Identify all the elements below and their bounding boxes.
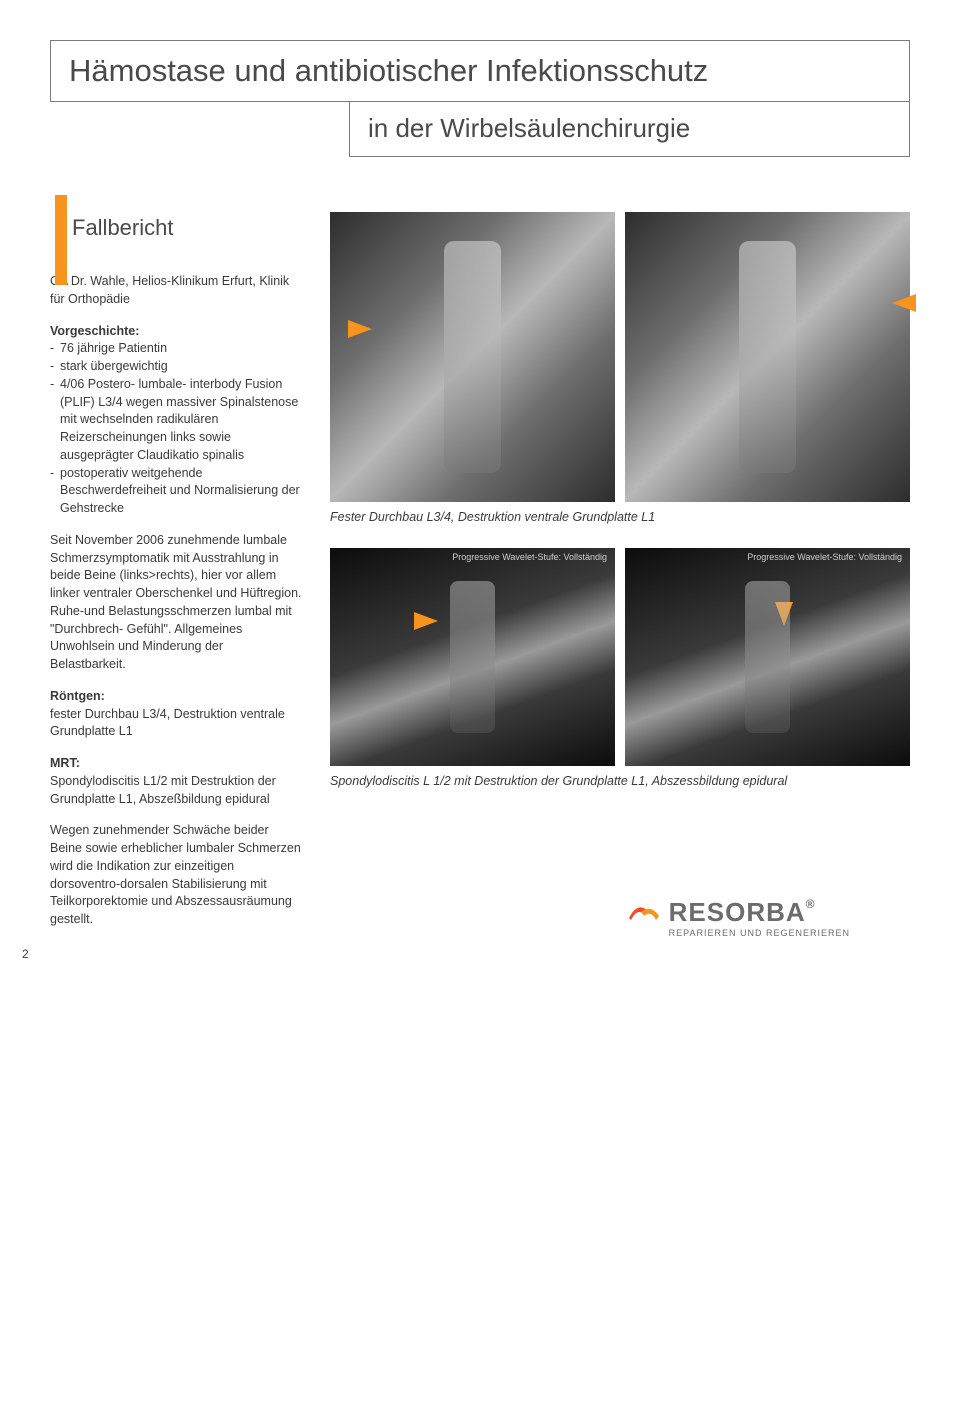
mri-overlay-label: Progressive Wavelet-Stufe: Vollständig — [452, 552, 607, 562]
mrt-heading: MRT: — [50, 755, 302, 773]
arrow-icon — [414, 612, 438, 630]
logo-name-text: RESORBA — [669, 897, 806, 927]
page-number: 2 — [22, 947, 29, 961]
case-label: Fallbericht — [72, 212, 302, 243]
list-text: 76 jährige Patientin — [60, 340, 302, 358]
roentgen-heading: Röntgen: — [50, 688, 302, 706]
list-text: postoperativ weitgehende Beschwerdefreih… — [60, 465, 302, 518]
list-item: -76 jährige Patientin — [50, 340, 302, 358]
mrt-block: MRT: Spondylodiscitis L1/2 mit Destrukti… — [50, 755, 302, 808]
title-box: Hämostase und antibiotischer Infektionss… — [50, 40, 910, 102]
mri-row: Progressive Wavelet-Stufe: Vollständig P… — [330, 548, 910, 766]
list-text: stark übergewichtig — [60, 358, 302, 376]
title-block: Hämostase und antibiotischer Infektionss… — [50, 40, 910, 157]
logo-tagline: REPARIEREN UND REGENERIEREN — [669, 928, 850, 938]
subtitle-row: in der Wirbelsäulenchirurgie — [50, 101, 910, 157]
logo-block: RESORBA® REPARIEREN UND REGENERIEREN — [627, 897, 850, 938]
dash-icon: - — [50, 465, 60, 518]
dash-icon: - — [50, 340, 60, 358]
since-nov-paragraph: Seit November 2006 zunehmende lumbale Sc… — [50, 532, 302, 674]
logo-name: RESORBA® — [669, 897, 816, 928]
subtitle-box: in der Wirbelsäulenchirurgie — [350, 101, 910, 157]
dash-icon: - — [50, 358, 60, 376]
xray-caption: Fester Durchbau L3/4, Destruktion ventra… — [330, 510, 910, 524]
vorgeschichte-list: -76 jährige Patientin -stark übergewicht… — [50, 340, 302, 518]
dash-icon: - — [50, 376, 60, 465]
mri-caption: Spondylodiscitis L 1/2 mit Destruktion d… — [330, 774, 910, 788]
roentgen-text: fester Durchbau L3/4, Destruktion ventra… — [50, 706, 302, 742]
arrow-down-icon — [775, 602, 793, 626]
mri-axial-image: Progressive Wavelet-Stufe: Vollständig — [625, 548, 910, 766]
mri-sagittal-image: Progressive Wavelet-Stufe: Vollständig — [330, 548, 615, 766]
list-item: -4/06 Postero- lumbale- interbody Fusion… — [50, 376, 302, 465]
xray-ap-image — [625, 212, 910, 502]
vorgeschichte-heading: Vorgeschichte: — [50, 323, 302, 341]
list-item: -stark übergewichtig — [50, 358, 302, 376]
resorba-logo-icon — [627, 898, 661, 926]
left-column: Fallbericht OA Dr. Wahle, Helios-Kliniku… — [50, 212, 302, 943]
logo-registered: ® — [806, 897, 816, 911]
roentgen-block: Röntgen: fester Durchbau L3/4, Destrukti… — [50, 688, 302, 741]
logo-row: RESORBA® — [627, 897, 850, 928]
list-item: -postoperativ weitgehende Beschwerdefrei… — [50, 465, 302, 518]
mrt-text: Spondylodiscitis L1/2 mit Destruktion de… — [50, 773, 302, 809]
subtitle-spacer — [50, 101, 350, 157]
indication-paragraph: Wegen zunehmender Schwäche beider Beine … — [50, 822, 302, 929]
arrow-icon — [348, 320, 372, 338]
author-line: OA Dr. Wahle, Helios-Klinikum Erfurt, Kl… — [50, 273, 302, 309]
accent-bar — [55, 195, 67, 285]
xray-lateral-image — [330, 212, 615, 502]
vorgeschichte-block: Vorgeschichte: -76 jährige Patientin -st… — [50, 323, 302, 518]
xray-row — [330, 212, 910, 502]
arrow-icon — [892, 294, 916, 312]
page: Hämostase und antibiotischer Infektionss… — [0, 0, 960, 983]
page-title: Hämostase und antibiotischer Infektionss… — [69, 53, 891, 89]
mri-overlay-label: Progressive Wavelet-Stufe: Vollständig — [747, 552, 902, 562]
page-subtitle: in der Wirbelsäulenchirurgie — [368, 113, 891, 144]
list-text: 4/06 Postero- lumbale- interbody Fusion … — [60, 376, 302, 465]
content: Fallbericht OA Dr. Wahle, Helios-Kliniku… — [50, 212, 910, 943]
right-column: Fester Durchbau L3/4, Destruktion ventra… — [330, 212, 910, 943]
